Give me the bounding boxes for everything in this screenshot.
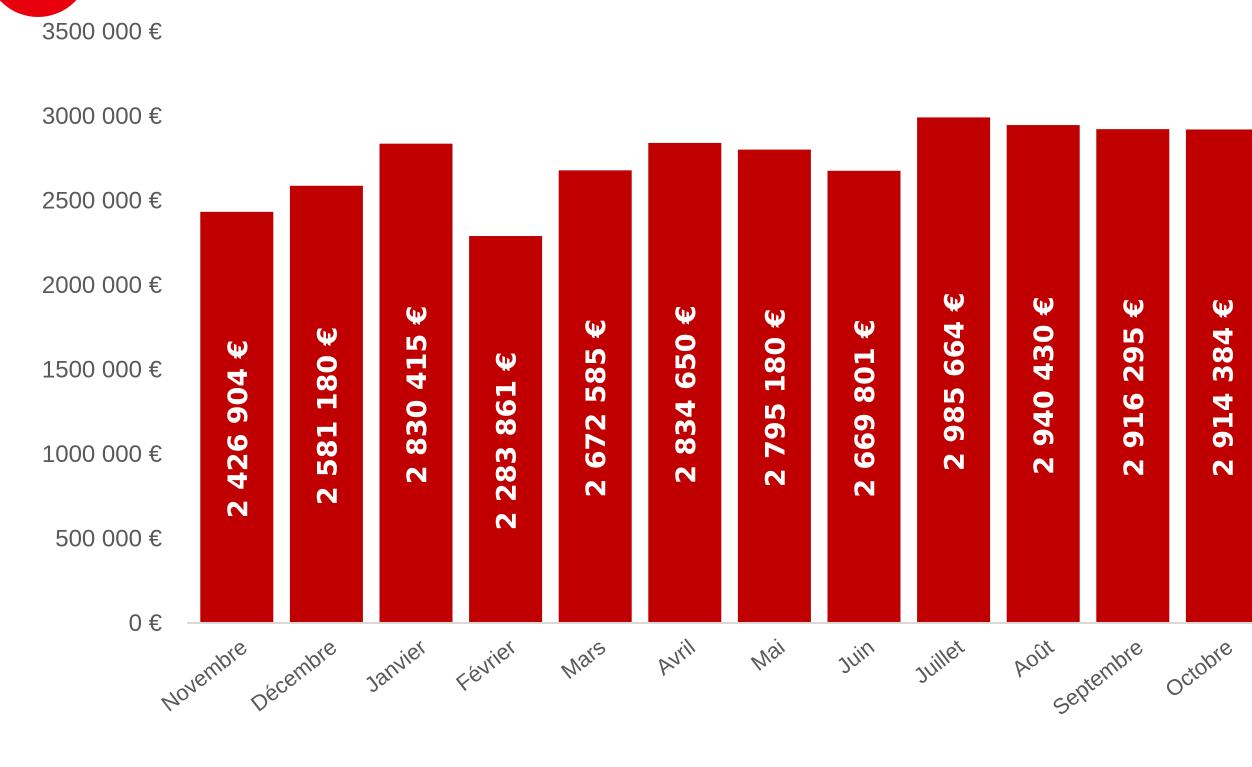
x-category-label: Septembre xyxy=(1048,634,1148,720)
bar-value-label: 2 426 904 € xyxy=(223,340,254,519)
bar-value-label: 2 581 180 € xyxy=(312,327,343,506)
y-tick-label: 0 € xyxy=(129,610,163,637)
bar-value-label: 2 672 585 € xyxy=(581,319,612,498)
bar xyxy=(737,149,811,623)
bar xyxy=(1006,125,1080,623)
y-axis: 0 € 500 000 € 1000 000 € 1500 000 € 2000 000… xyxy=(42,19,163,638)
x-category-label: Octobre xyxy=(1160,634,1237,702)
bar-value-label: 2 834 650 € xyxy=(671,305,702,484)
bar xyxy=(1185,129,1252,622)
bar-value-label: 2 830 415 € xyxy=(402,306,433,485)
x-category-label: Février xyxy=(451,634,520,696)
bar xyxy=(379,143,453,623)
y-tick-label: 2000 000 € xyxy=(42,272,163,299)
bar xyxy=(827,170,901,622)
bar-value-label: 2 795 180 € xyxy=(760,309,791,488)
bars: 2 426 904 € 2 581 180 € 2 830 415 € 2 283 8… xyxy=(200,117,1252,623)
bar-value-label: 2 669 801 € xyxy=(850,319,881,498)
x-category-label: Janvier xyxy=(360,634,431,697)
bar xyxy=(558,170,632,622)
y-tick-label: 3000 000 € xyxy=(42,103,163,130)
bar xyxy=(1096,129,1170,622)
x-category-label: Décembre xyxy=(246,634,341,716)
corner-badge xyxy=(0,0,77,17)
x-category-label: Mai xyxy=(746,634,789,676)
bar-value-label: 2 916 295 € xyxy=(1119,298,1150,477)
x-category-label: Août xyxy=(1007,634,1058,682)
x-category-label: Novembre xyxy=(157,634,252,716)
x-category-label: Juillet xyxy=(909,634,969,688)
bar xyxy=(648,142,722,622)
bar xyxy=(917,117,991,622)
bar xyxy=(289,185,363,622)
bar xyxy=(469,236,543,622)
y-tick-label: 2500 000 € xyxy=(42,188,163,215)
x-category-label: Avril xyxy=(651,634,700,680)
x-category-label: Juin xyxy=(832,634,879,679)
bar-value-label: 2 985 664 € xyxy=(940,292,971,471)
x-category-label: Mars xyxy=(556,634,610,684)
y-tick-label: 500 000 € xyxy=(55,526,162,553)
y-tick-label: 3500 000 € xyxy=(42,19,163,46)
bar-value-label: 2 914 384 € xyxy=(1208,298,1239,477)
bar-value-label: 2 940 430 € xyxy=(1029,296,1060,475)
y-tick-label: 1000 000 € xyxy=(42,441,163,468)
bar xyxy=(200,211,274,623)
bar-value-label: 2 283 861 € xyxy=(492,352,523,531)
y-tick-label: 1500 000 € xyxy=(42,357,163,384)
